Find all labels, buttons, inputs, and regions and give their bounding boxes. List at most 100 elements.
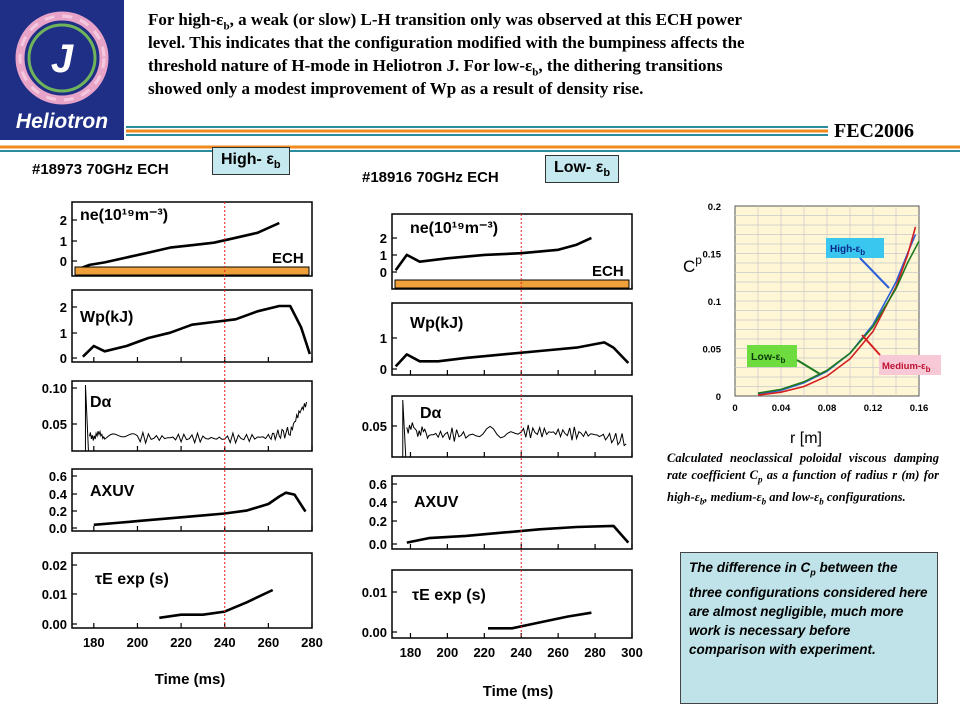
- cp-caption: Calculated neoclassical poloidal viscous…: [667, 451, 939, 506]
- left-ytick-label-5-3: 0.00: [42, 617, 67, 632]
- left-ytick-label-4-1: 0.6: [49, 469, 67, 484]
- mid-signal-label-4: AXUV: [414, 494, 459, 511]
- legend-medium: Medium-εb: [882, 361, 931, 374]
- left-trace-2: [81, 304, 312, 358]
- cp-ylabel: Cp: [683, 253, 702, 276]
- logo-ring-icon: J Heliotron: [15, 11, 109, 133]
- cp-ytick-label-5: 0.2: [708, 202, 721, 213]
- header-line-3-a: threshold nature of H-mode in Heliotron …: [148, 56, 533, 75]
- left-xtick-label-6: 280: [301, 635, 323, 650]
- legend-medium-pointer: [861, 334, 881, 356]
- cp-xtick-label-2: 0.04: [772, 403, 791, 414]
- mid-ytick-label-3-1: 0.05: [362, 419, 387, 434]
- header-line-1: For high-εb, a weak (or slow) L-H transi…: [148, 8, 948, 32]
- mid-xtick-label-3: 220: [473, 645, 495, 660]
- left-ytick-label-4-3: 0.2: [49, 504, 67, 519]
- left-ytick-label-1-3: 0: [60, 254, 67, 269]
- legend-high: High-εb: [830, 244, 865, 257]
- left-ytick-label-4-2: 0.4: [49, 487, 68, 502]
- header-line-1-a: For high-ε: [148, 10, 224, 29]
- legend-high-pointer: [859, 257, 890, 289]
- left-ytick-label-3-1: 0.10: [42, 381, 67, 396]
- left-trace-1: [75, 221, 280, 272]
- low-eb-tag: Low- εb: [545, 155, 620, 184]
- left-trace-4: [93, 491, 307, 527]
- logo-letter: J: [51, 37, 74, 81]
- conclusion-note: The difference in Cp between the three c…: [680, 552, 938, 704]
- header-line-4: showed only a modest improvement of Wp a…: [148, 79, 644, 98]
- header-paragraph: For high-ε b , a weak (or slow) L-H transi…: [148, 8, 948, 100]
- mid-frame-4: [391, 475, 633, 550]
- left-signal-label-1: ne(10¹⁹m⁻³): [80, 207, 168, 224]
- left-xtick-label-3: 220: [170, 635, 192, 650]
- left-ech-label: ECH: [272, 250, 304, 267]
- left-signal-label-2: Wp(kJ): [80, 309, 133, 326]
- mid-ytick-label-5-2: 0.00: [362, 625, 387, 640]
- legend-low-pointer: [796, 359, 821, 375]
- mid-ytick-label-4-4: 0.0: [369, 537, 387, 552]
- mid-ytick-label-4-3: 0.2: [369, 514, 387, 529]
- left-ytick-label-1-1: 2: [60, 213, 67, 228]
- left-signal-label-5: τE exp (s): [95, 571, 169, 588]
- mid-panel-title: #18916 70GHz ECH: [362, 169, 499, 186]
- cp-xtick-label-5: 0.16: [910, 403, 929, 414]
- mid-ech-label: ECH: [592, 263, 624, 280]
- header-line-3: threshold nature of H-mode in Heliotron …: [148, 54, 948, 79]
- header-line-1-c: , a weak (or slow) L-H transition only w…: [229, 10, 743, 29]
- mid-dalpha-spike: [402, 399, 407, 458]
- cp-xtick-label-3: 0.08: [818, 403, 837, 414]
- left-signal-label-4: AXUV: [90, 483, 135, 500]
- left-xtick-label-1: 180: [83, 635, 105, 650]
- legend-low-box: [747, 345, 797, 367]
- mid-xtick-label-1: 180: [400, 645, 422, 660]
- left-frame-5: [71, 552, 313, 629]
- cp-xtick-label-1: 0: [732, 403, 737, 414]
- mid-xtick-label-6: 280: [584, 645, 606, 660]
- legend-low: Low-εb: [751, 351, 785, 365]
- cp-xlabel: r [m]: [790, 430, 822, 447]
- mid-signal-label-2: Wp(kJ): [410, 315, 463, 332]
- mid-ytick-label-1-2: 1: [380, 248, 387, 263]
- mid-xtick-label-7: 300: [621, 645, 643, 660]
- cp-ytick-label-3: 0.1: [708, 297, 722, 308]
- mid-signal-label-5: τE exp (s): [412, 587, 486, 604]
- mid-trace-2: [394, 341, 630, 368]
- left-panel-title: #18973 70GHz ECH: [32, 161, 169, 178]
- mid-ytick-label-2-2: 0: [380, 362, 387, 377]
- mid-xtick-label-4: 240: [510, 645, 532, 660]
- cp-series-medium: [757, 226, 917, 396]
- low-eb-tag-sub: b: [603, 167, 611, 180]
- mid-signal-label-3: Dα: [420, 405, 442, 422]
- high-eb-tag: High- εb: [212, 147, 290, 176]
- left-ytick-label-2-1: 2: [60, 300, 67, 315]
- left-ytick-label-5-2: 0.01: [42, 587, 67, 602]
- left-ytick-label-5-1: 0.02: [42, 558, 67, 573]
- mid-ytick-label-1-1: 2: [380, 231, 387, 246]
- left-xlabel: Time (ms): [155, 671, 226, 688]
- left-ytick-label-1-2: 1: [60, 234, 67, 249]
- mid-signal-label-1: ne(10¹⁹m⁻³): [410, 220, 498, 237]
- left-frame-3: [71, 380, 313, 452]
- header-line-3-c: , the dithering transitions: [538, 56, 723, 75]
- mid-xlabel: Time (ms): [483, 683, 554, 700]
- low-eb-tag-main: Low- ε: [554, 159, 604, 176]
- left-ech-bar: [74, 266, 310, 276]
- cp-xtick-label-4: 0.12: [864, 403, 883, 414]
- mid-trace-5: [488, 611, 592, 630]
- mid-xtick-label-2: 200: [437, 645, 459, 660]
- mid-frame-2: [391, 302, 633, 376]
- high-eb-tag-main: High- ε: [221, 151, 274, 168]
- mid-ytick-label-2-1: 1: [380, 331, 387, 346]
- header-stripes: [0, 126, 960, 152]
- cp-ytick-label-2: 0.05: [703, 345, 722, 356]
- left-ytick-label-2-2: 1: [60, 326, 67, 341]
- left-signal-label-3: Dα: [90, 394, 112, 411]
- header-line-3-sub: b: [532, 66, 539, 79]
- left-trace-5: [159, 588, 274, 620]
- left-ytick-label-2-3: 0: [60, 351, 67, 366]
- mid-xtick-label-5: 260: [547, 645, 569, 660]
- cp-series-low: [757, 240, 920, 394]
- legend-medium-box: [879, 355, 941, 375]
